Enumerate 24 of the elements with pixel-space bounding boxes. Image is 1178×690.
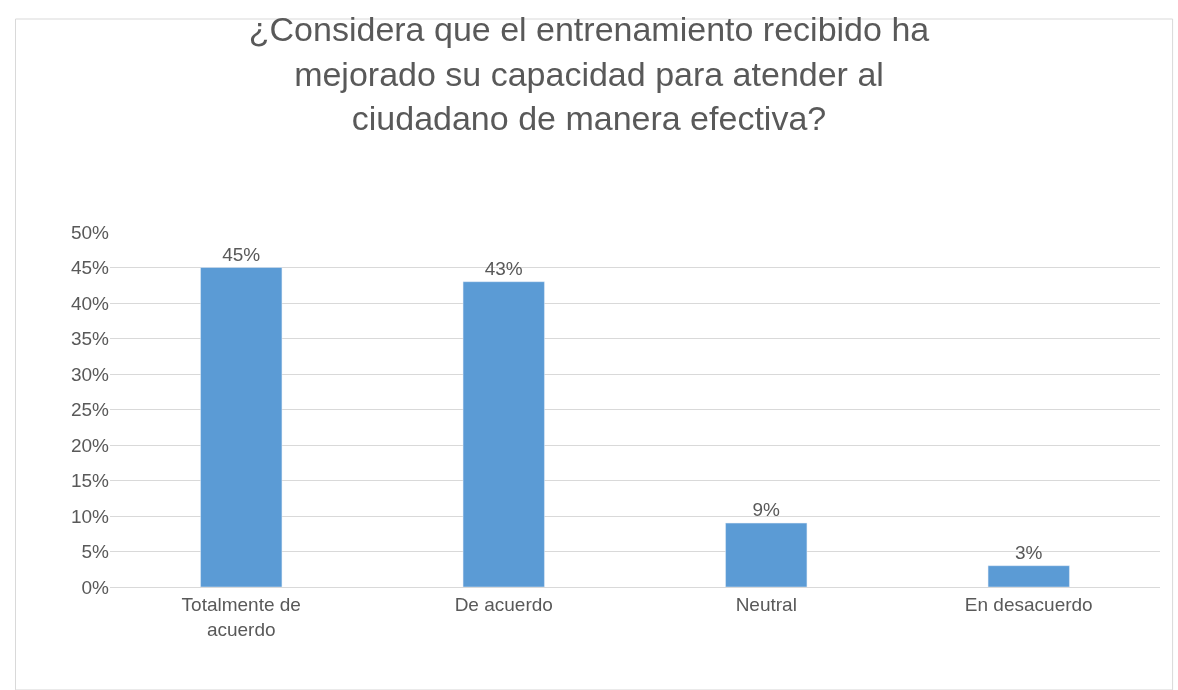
- data-label: 43%: [484, 257, 523, 279]
- y-tick-label: 40%: [70, 292, 110, 314]
- bar: [462, 281, 545, 587]
- y-tick-label: 0%: [81, 576, 110, 598]
- y-tick-label: 25%: [70, 399, 110, 421]
- x-tick-label: En desacuerdo: [964, 593, 1093, 615]
- y-tick-label: 35%: [70, 328, 110, 350]
- x-tick-label: De acuerdo: [454, 593, 553, 615]
- bar: [987, 565, 1070, 587]
- y-tick-label: 15%: [70, 470, 110, 492]
- y-tick-label: 5%: [81, 541, 110, 563]
- data-label: 45%: [222, 243, 261, 265]
- y-tick-label: 45%: [70, 257, 110, 279]
- bar: [725, 522, 808, 587]
- x-tick-label: Totalmente de acuerdo: [181, 593, 301, 640]
- data-label: 3%: [1014, 541, 1043, 563]
- y-tick-label: 20%: [70, 434, 110, 456]
- chart-title: ¿Considera que el entrenamiento recibido ha mejorado su capacidad para atender al ciudadano de manera efectiva?: [248, 10, 930, 137]
- y-tick-label: 30%: [70, 363, 110, 385]
- y-tick-label: 50%: [70, 221, 110, 243]
- x-tick-label: Neutral: [735, 593, 797, 615]
- data-label: 9%: [752, 499, 781, 521]
- bar: [200, 267, 283, 587]
- y-tick-label: 10%: [70, 505, 110, 527]
